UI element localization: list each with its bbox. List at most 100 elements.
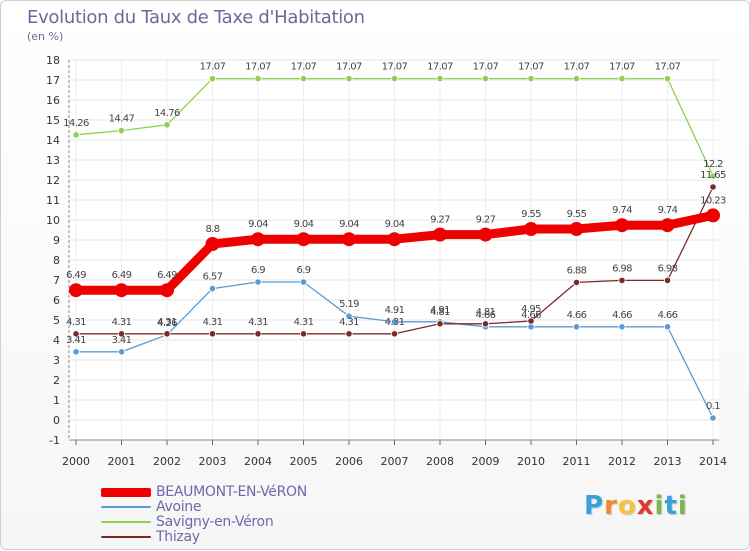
data-point [481, 320, 490, 328]
data-label: 5.19 [339, 299, 359, 310]
y-tick-label: 13 [46, 154, 60, 167]
data-label: 4.95 [521, 304, 541, 315]
series-3 [72, 183, 717, 338]
legend-swatch [101, 506, 151, 508]
data-point [299, 330, 308, 338]
y-tick-label: 17 [46, 74, 60, 87]
data-point [299, 278, 308, 286]
data-point [618, 323, 626, 331]
y-tick-label: 18 [46, 54, 60, 67]
data-label: 9.04 [248, 219, 268, 230]
data-label: 6.49 [66, 270, 86, 281]
data-label: 17.07 [518, 62, 544, 73]
data-label: 6.49 [157, 270, 177, 281]
data-point [572, 75, 581, 83]
data-point [299, 75, 308, 83]
data-label: 17.07 [200, 62, 226, 73]
data-label: 6.9 [296, 265, 310, 276]
data-label: 17.07 [564, 62, 590, 73]
data-point [251, 232, 265, 247]
data-point [663, 75, 672, 83]
data-point [572, 323, 581, 331]
data-point [208, 330, 217, 338]
data-point [254, 278, 262, 286]
data-point [387, 232, 402, 247]
data-label: 4.91 [430, 305, 450, 316]
y-tick-label: -1 [49, 434, 60, 447]
data-label: 9.27 [476, 215, 496, 226]
x-tick-label: 2003 [199, 455, 227, 468]
data-point [572, 278, 581, 286]
data-label: 4.26 [157, 318, 177, 329]
data-label: 4.31 [66, 317, 86, 328]
data-label: 4.66 [476, 310, 496, 321]
data-label: 4.31 [339, 317, 359, 328]
data-point [117, 127, 126, 135]
y-tick-label: 16 [46, 94, 60, 107]
x-tick-label: 2002 [153, 455, 181, 468]
y-tick-label: 11 [46, 194, 60, 207]
data-point [163, 121, 171, 129]
data-label: 9.74 [658, 205, 678, 216]
x-tick-label: 2011 [563, 455, 591, 468]
series-0 [69, 208, 720, 298]
data-point [205, 237, 220, 251]
data-label: 3.41 [112, 335, 132, 346]
chart-title: Evolution du Taux de Taxe d'Habitation [27, 7, 365, 28]
data-point [436, 320, 444, 328]
data-point [709, 183, 717, 191]
data-label: 6.9 [251, 265, 265, 276]
data-point [615, 218, 629, 233]
data-point [114, 283, 129, 298]
data-point [660, 218, 675, 233]
data-point [433, 227, 447, 242]
y-tick-label: 10 [46, 214, 60, 227]
data-label: 6.98 [612, 263, 632, 274]
proxiti-logo: Proxiti [584, 491, 688, 521]
data-point [163, 330, 171, 338]
data-label: 14.26 [63, 118, 89, 129]
data-point [69, 283, 83, 298]
x-tick-label: 2005 [290, 455, 318, 468]
data-label: 17.07 [473, 62, 499, 73]
data-point [254, 330, 262, 338]
data-label: 17.07 [382, 62, 408, 73]
data-label: 4.31 [248, 317, 268, 328]
y-tick-label: 1 [53, 394, 60, 407]
logo-letter: x [636, 491, 655, 521]
data-point [527, 317, 535, 325]
data-label: 4.66 [567, 310, 587, 321]
data-point [663, 276, 672, 284]
data-label: 9.55 [521, 209, 541, 220]
data-label: 9.04 [385, 219, 405, 230]
y-tick-label: 6 [53, 294, 60, 307]
legend-swatch [101, 487, 151, 497]
data-point [296, 232, 311, 247]
x-tick-label: 2010 [517, 455, 545, 468]
data-label: 4.31 [203, 317, 223, 328]
data-label: 6.57 [203, 272, 223, 283]
data-label: 0.1 [706, 401, 720, 412]
y-tick-label: 4 [53, 334, 60, 347]
data-point [345, 75, 353, 83]
legend-label: Savigny-en-Véron [156, 514, 274, 530]
data-point [481, 75, 490, 83]
data-label: 17.07 [336, 62, 362, 73]
y-tick-label: 3 [53, 354, 60, 367]
legend-label: Avoine [156, 499, 202, 515]
data-point [524, 222, 538, 236]
x-tick-label: 2009 [472, 455, 500, 468]
data-label: 3.41 [66, 335, 86, 346]
y-tick-label: 5 [53, 314, 60, 327]
data-label: 17.07 [245, 62, 271, 73]
data-label: 6.88 [567, 265, 587, 276]
data-point [390, 75, 399, 83]
x-tick-label: 2001 [108, 455, 136, 468]
data-label: 6.98 [658, 263, 678, 274]
data-label: 9.27 [430, 215, 450, 226]
data-label: 17.07 [609, 62, 635, 73]
data-label: 9.55 [567, 209, 587, 220]
data-label: 6.49 [112, 270, 132, 281]
data-point [160, 283, 174, 298]
